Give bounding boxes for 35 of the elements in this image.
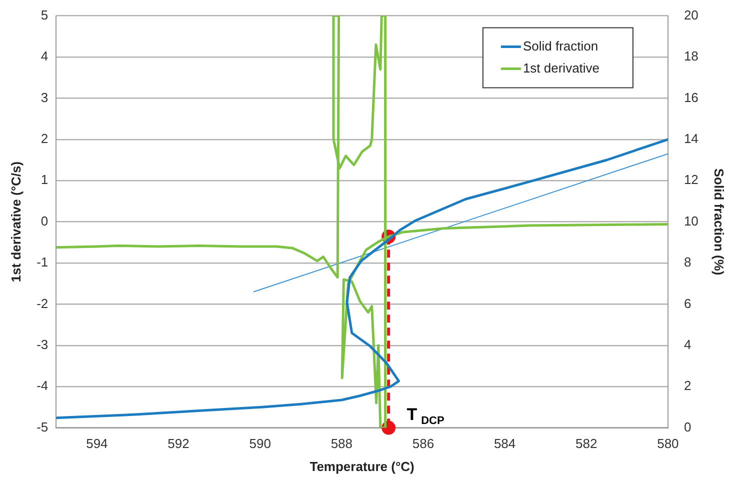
x-tick-label: 590 [249, 436, 271, 452]
y-tick-label: -5 [36, 419, 48, 434]
y2-tick-label: 8 [684, 254, 692, 270]
y2-tick-label: 6 [684, 296, 692, 311]
x-tick-label: 582 [576, 436, 598, 452]
x-tick-label: 592 [168, 436, 190, 452]
x-tick-label: 586 [412, 436, 434, 452]
y2-tick-label: 4 [684, 336, 692, 352]
x-axis-title: Temperature (°C) [310, 458, 414, 474]
y-tick-label: 0 [40, 213, 48, 228]
y2-tick-label: 12 [684, 172, 698, 188]
y2-tick-label: 20 [684, 7, 698, 22]
legend-label: 1st derivative [522, 60, 600, 76]
y-tick-label: -1 [36, 254, 48, 270]
y-tick-label: 5 [40, 7, 48, 22]
y2-axis-title: Solid fraction (%) [712, 168, 727, 276]
legend-label: Solid fraction [522, 38, 598, 54]
y-tick-label: -4 [36, 378, 48, 394]
y2-tick-label: 2 [684, 378, 692, 394]
y2-tick-label: 14 [684, 130, 698, 146]
y2-tick-label: 16 [684, 90, 698, 105]
y2-tick-label: 18 [684, 48, 698, 64]
y-tick-label: 2 [40, 130, 48, 146]
x-tick-label: 594 [86, 436, 108, 452]
y2-tick-label: 0 [684, 419, 692, 434]
y-tick-label: 1 [40, 172, 48, 188]
y-tick-label: 4 [40, 48, 48, 64]
x-tick-label: 588 [330, 436, 353, 452]
x-tick-label: 584 [494, 436, 516, 452]
y2-tick-label: 10 [684, 213, 698, 228]
y-tick-label: 3 [40, 90, 48, 105]
x-tick-label: 580 [657, 436, 679, 452]
y-tick-label: -2 [36, 296, 48, 311]
y-axis-title: 1st derivative (°C/s) [8, 161, 24, 282]
y-tick-label: -3 [36, 336, 48, 352]
